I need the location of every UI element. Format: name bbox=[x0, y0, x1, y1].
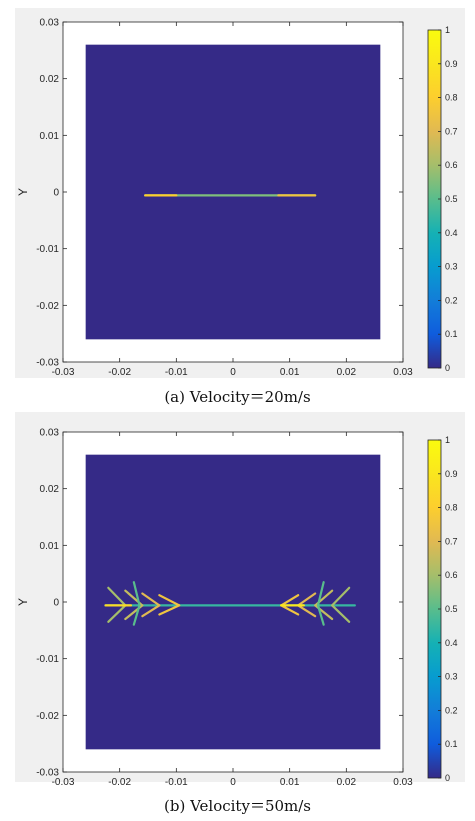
x-axis-label: X bbox=[229, 789, 237, 790]
colorbar-tick-label: 0.1 bbox=[445, 739, 458, 749]
y-axis-label: Y bbox=[16, 188, 30, 196]
colorbar-tick-label: 0.4 bbox=[445, 638, 458, 648]
y-tick-label: 0 bbox=[53, 188, 59, 199]
crack-segment bbox=[316, 581, 325, 607]
x-tick-label: 0.01 bbox=[280, 367, 300, 378]
crack-segment bbox=[331, 604, 351, 623]
colorbar-tick-label: 0.7 bbox=[445, 126, 458, 136]
crack-segment bbox=[107, 604, 127, 623]
y-tick-label: 0.03 bbox=[40, 428, 60, 439]
x-tick-label: 0.01 bbox=[280, 777, 300, 788]
crack-segment bbox=[132, 581, 141, 607]
y-axis-label: Y bbox=[16, 598, 30, 606]
x-axis-label: X bbox=[229, 379, 237, 380]
crack-segment bbox=[158, 594, 181, 607]
colorbar-tick-label: 0 bbox=[445, 773, 450, 783]
crack-segment bbox=[141, 592, 161, 607]
crack-segment bbox=[331, 586, 351, 607]
y-tick-label: -0.03 bbox=[36, 768, 59, 779]
y-tick-label: 0 bbox=[53, 598, 59, 609]
colorbar-tick-label: 0.5 bbox=[445, 194, 458, 204]
colorbar-tick-label: 0.5 bbox=[445, 604, 458, 614]
crack-segment bbox=[158, 604, 181, 616]
x-tick-label: 0.03 bbox=[393, 777, 413, 788]
y-tick-label: -0.03 bbox=[36, 358, 59, 369]
crack-segment bbox=[297, 604, 317, 618]
x-tick-label: 0 bbox=[230, 367, 236, 378]
crack-segment bbox=[107, 586, 127, 607]
colorbar-tick-label: 0.1 bbox=[445, 329, 458, 339]
x-tick-label: -0.03 bbox=[52, 367, 75, 378]
colorbar-tick-label: 0.8 bbox=[445, 503, 458, 513]
crack-segment bbox=[316, 604, 325, 626]
colorbar-tick-label: 0.4 bbox=[445, 228, 458, 238]
y-tick-label: -0.02 bbox=[36, 711, 59, 722]
colorbar-tick-label: 0.9 bbox=[445, 469, 458, 479]
colorbar-tick-label: 0.6 bbox=[445, 160, 458, 170]
x-tick-label: 0 bbox=[230, 777, 236, 788]
x-tick-label: 0.03 bbox=[393, 367, 413, 378]
colorbar-tick-label: 0.3 bbox=[445, 262, 458, 272]
colorbar-tick-label: 0.3 bbox=[445, 672, 458, 682]
heatmap-chart-b: -0.03 -0.02 -0.01 0 0.01 0.02 0.03 -0.03 -0.02 -0… bbox=[16, 428, 458, 791]
y-tick-label: 0.03 bbox=[40, 18, 60, 29]
heatmap-chart-a: -0.03 -0.02 -0.01 0 0.01 0.02 0.03 -0.03 -0.02 -0… bbox=[16, 18, 458, 381]
y-tick-label: 0.02 bbox=[40, 74, 60, 85]
figure-panel-a: -0.03 -0.02 -0.01 0 0.01 0.02 0.03 -0.03 -0.02 -0… bbox=[0, 0, 475, 406]
y-tick-label: -0.01 bbox=[36, 654, 59, 665]
colorbar-tick-label: 0.8 bbox=[445, 93, 458, 103]
x-tick-label: -0.01 bbox=[165, 777, 188, 788]
crack-segment bbox=[280, 604, 300, 616]
crack-segment bbox=[297, 592, 317, 607]
crack-segment bbox=[132, 604, 141, 626]
y-tick-label: 0.02 bbox=[40, 484, 60, 495]
crack-segment bbox=[141, 604, 161, 618]
colorbar-tick-label: 1 bbox=[445, 435, 450, 445]
y-tick-label: 0.01 bbox=[40, 541, 60, 552]
y-tick-label: 0.01 bbox=[40, 131, 60, 142]
field-region bbox=[85, 44, 381, 340]
caption-text: Velocity＝50m/s bbox=[190, 797, 312, 815]
figure-panel-b: -0.03 -0.02 -0.01 0 0.01 0.02 0.03 -0.03 -0.02 -0… bbox=[0, 410, 475, 815]
x-tick-label: 0.02 bbox=[337, 367, 357, 378]
x-tick-label: -0.01 bbox=[165, 367, 188, 378]
colorbar-tick-label: 0.2 bbox=[445, 705, 458, 715]
colorbar-tick-label: 0.2 bbox=[445, 295, 458, 305]
caption-b: (b) Velocity＝50m/s bbox=[0, 795, 475, 816]
crack-segment bbox=[280, 594, 300, 607]
y-tick-label: -0.01 bbox=[36, 244, 59, 255]
colorbar-tick-label: 0.7 bbox=[445, 536, 458, 546]
field-region bbox=[85, 454, 381, 750]
colorbar-tick-label: 0.9 bbox=[445, 59, 458, 69]
y-tick-label: -0.02 bbox=[36, 301, 59, 312]
colorbar-tick-label: 0 bbox=[445, 363, 450, 373]
x-tick-label: 0.02 bbox=[337, 777, 357, 788]
caption-text: Velocity＝20m/s bbox=[189, 388, 311, 406]
x-tick-label: -0.02 bbox=[108, 367, 131, 378]
caption-label: (b) bbox=[163, 797, 186, 815]
caption-a: (a) Velocity＝20m/s bbox=[0, 386, 475, 407]
x-tick-label: -0.03 bbox=[52, 777, 75, 788]
caption-label: (a) bbox=[164, 388, 185, 406]
colorbar-tick-label: 0.6 bbox=[445, 570, 458, 580]
colorbar-tick-label: 1 bbox=[445, 25, 450, 35]
x-tick-label: -0.02 bbox=[108, 777, 131, 788]
